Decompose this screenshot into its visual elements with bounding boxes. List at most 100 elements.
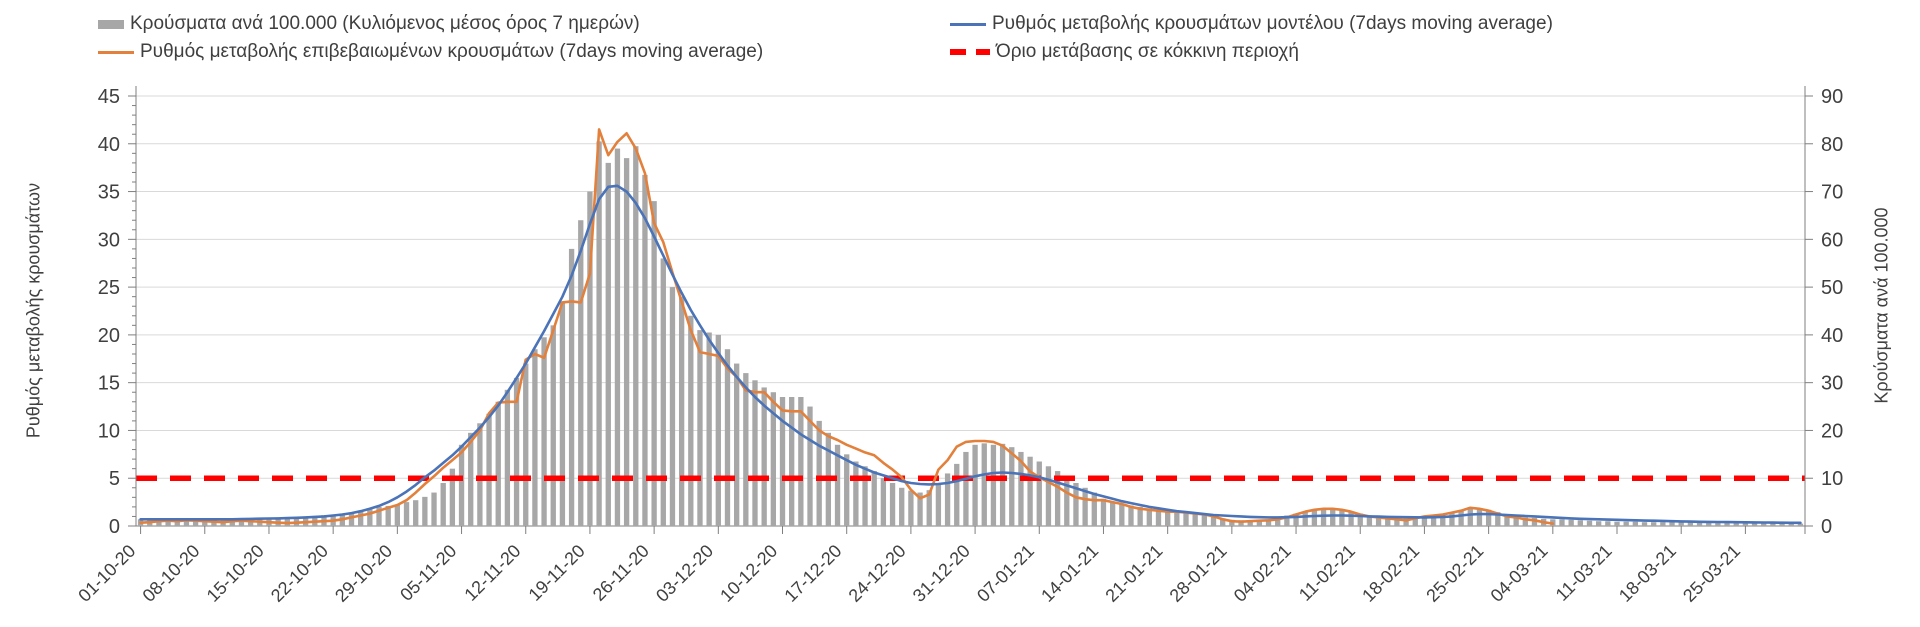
bar-day-46	[559, 301, 566, 526]
x-axis-tick-label: 05-11-20	[396, 541, 460, 605]
bar-day-24	[358, 511, 364, 526]
bar-day-7	[202, 519, 208, 526]
bar-day-135	[1375, 516, 1382, 526]
bar-day-131	[1339, 510, 1345, 526]
bar-day-34	[449, 468, 456, 526]
bar-day-145	[1467, 508, 1473, 526]
bar-day-97	[1027, 456, 1033, 526]
bar-day-171	[1706, 522, 1712, 526]
bar-day-70	[779, 397, 786, 526]
bar-day-170	[1696, 522, 1703, 526]
bar-swatch-icon	[98, 19, 124, 29]
bar-day-43	[532, 349, 538, 526]
bar-day-38	[486, 413, 492, 526]
bar-day-82	[889, 483, 896, 526]
bar-day-114	[1183, 512, 1189, 526]
bar-day-111	[1155, 509, 1162, 526]
bar-day-127	[1302, 511, 1308, 526]
bar-day-138	[1403, 517, 1409, 526]
bar-day-137	[1394, 517, 1400, 526]
bar-day-6	[192, 519, 199, 526]
bar-day-168	[1678, 522, 1684, 526]
bar-day-128	[1311, 510, 1318, 526]
bar-day-129	[1320, 509, 1327, 526]
left-axis-tick-label: 10	[98, 420, 120, 442]
bar-day-95	[1009, 447, 1015, 526]
bar-day-69	[770, 392, 776, 526]
x-axis-tick-label: 11-02-21	[1295, 541, 1359, 605]
bar-day-142	[1440, 514, 1446, 526]
bar-day-144	[1458, 510, 1464, 526]
bar-day-149	[1504, 514, 1510, 526]
bar-day-160	[1605, 521, 1611, 526]
bar-day-147	[1485, 509, 1492, 526]
legend-item-red-threshold: Όριο μετάβασης σε κόκκινη περιοχή	[950, 41, 1299, 63]
bar-day-178	[1770, 523, 1776, 526]
bar-day-143	[1449, 512, 1455, 526]
bar-day-37	[477, 423, 483, 526]
bar-day-62	[706, 332, 712, 526]
bar-day-72	[798, 397, 804, 526]
legend-label-model-line: Ρυθμός μεταβολής κρουσμάτων μοντέλου (7d…	[992, 13, 1553, 34]
confirmed-rate-line	[139, 128, 1555, 525]
x-axis-tick-label: 28-01-21	[1166, 541, 1231, 606]
x-axis-tick-label: 01-10-20	[74, 541, 139, 606]
bar-day-126	[1293, 513, 1299, 526]
right-axis-tick-label: 60	[1821, 229, 1843, 251]
bar-day-23	[348, 512, 355, 526]
bar-day-98	[1036, 461, 1042, 526]
legend-label-confirmed-line: Ρυθμός μεταβολής επιβεβαιωμένων κρουσμάτ…	[140, 41, 764, 62]
bar-day-100	[1054, 471, 1061, 526]
bar-day-91	[972, 444, 978, 526]
bar-day-78	[853, 461, 859, 526]
bar-day-39	[495, 401, 501, 526]
bar-day-2	[156, 519, 162, 526]
x-axis-tick-label: 17-12-20	[780, 541, 845, 606]
bar-day-119	[1229, 519, 1235, 526]
bar-day-51	[605, 162, 611, 526]
bar-day-74	[816, 420, 822, 526]
bar-day-92	[981, 443, 987, 526]
bar-day-163	[1632, 521, 1639, 526]
bar-day-33	[440, 483, 446, 526]
bar-day-28	[394, 504, 401, 526]
x-axis-tick-label: 26-11-20	[589, 541, 653, 605]
model-rate-line	[139, 184, 1802, 525]
bar-day-58	[669, 287, 676, 526]
bar-day-26	[376, 506, 382, 526]
bar-day-99	[1045, 466, 1052, 526]
line-swatch-icon	[98, 50, 134, 54]
bar-day-93	[990, 444, 997, 526]
bar-day-152	[1531, 517, 1538, 526]
bar-day-4	[174, 519, 180, 526]
bar-day-50	[596, 141, 602, 526]
bar-day-84	[908, 490, 914, 526]
bar-day-32	[431, 492, 437, 526]
bar-day-123	[1265, 519, 1272, 526]
bar-day-79	[862, 466, 868, 526]
bar-day-65	[733, 363, 740, 526]
x-axis-tick-label: 07-01-21	[973, 541, 1038, 606]
bar-day-101	[1064, 477, 1070, 526]
bar-day-113	[1174, 511, 1180, 526]
right-axis-tick-label: 10	[1821, 468, 1843, 490]
right-axis-tick-label: 30	[1821, 373, 1843, 395]
right-axis-tick-label: 90	[1821, 86, 1843, 108]
bar-day-120	[1238, 520, 1244, 526]
bar-day-35	[458, 444, 465, 526]
right-axis-tick-label: 20	[1821, 420, 1843, 442]
bar-day-56	[651, 201, 657, 526]
bar-day-96	[1018, 451, 1024, 526]
right-axis-title: Κρούσματα ανά 100.000	[1871, 207, 1892, 404]
bar-day-87	[935, 483, 942, 526]
bar-day-116	[1201, 515, 1208, 526]
bar-day-104	[1091, 492, 1097, 526]
bar-day-86	[926, 490, 932, 526]
bar-day-166	[1660, 522, 1666, 526]
bar-day-148	[1495, 512, 1501, 526]
bar-day-41	[513, 377, 520, 526]
bar-day-132	[1348, 512, 1354, 526]
x-axis-tick-label: 31-12-20	[909, 541, 974, 606]
bar-day-53	[623, 158, 630, 526]
bar-day-3	[165, 519, 171, 526]
